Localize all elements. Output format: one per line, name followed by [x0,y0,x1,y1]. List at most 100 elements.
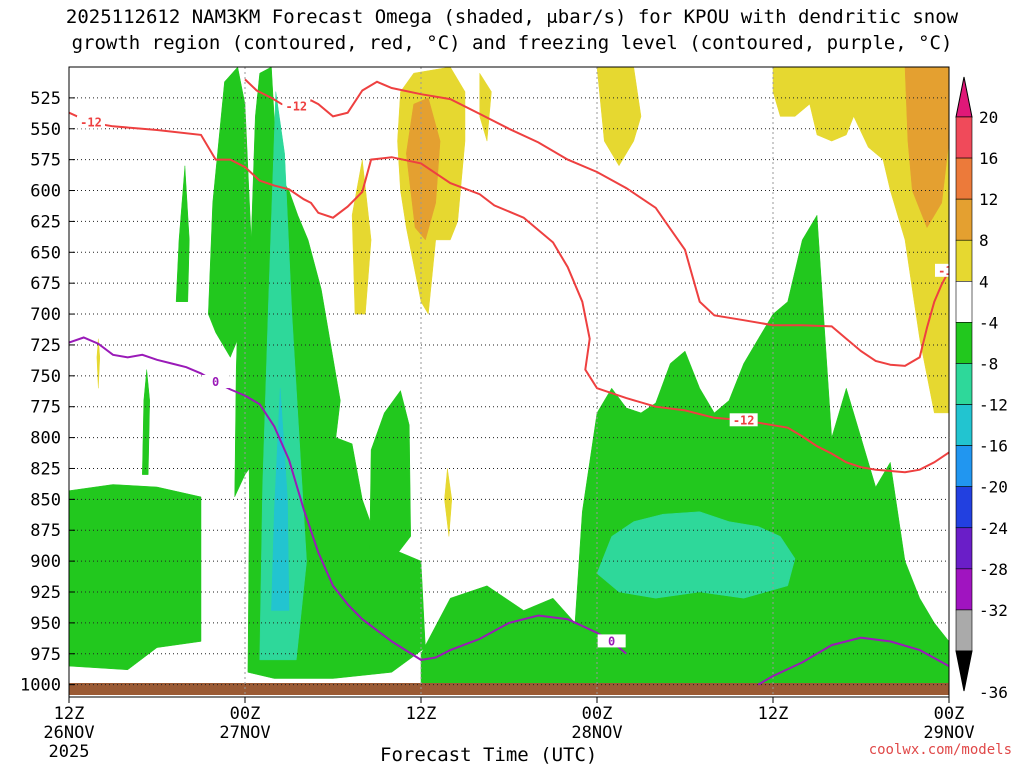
colorbar-label-11: -28 [979,560,1008,579]
y-tick-label-950: 950 [30,614,61,634]
dgz-contour-line-0 [69,111,949,474]
chart-title-line-2: growth region (contoured, red, °C) and f… [71,32,953,54]
y-tick-label-675: 675 [30,274,61,294]
dgz-contour-label-bg-1-0 [282,99,311,113]
plot-frame [68,66,950,698]
colorbar-bottom-arrow [955,650,973,692]
omega-yellow-top-d [596,67,642,167]
colorbar-bin-8 [955,445,973,487]
colorbar-bin-7 [955,404,973,446]
omega-cyan-core-a [271,388,290,611]
y-tick-label-575: 575 [30,151,61,171]
y-tick-label-750: 750 [30,367,61,387]
freezing-contour-label-bg-0-0 [201,375,230,388]
y-tick-label-900: 900 [30,552,61,572]
ground-layer [69,683,949,695]
colorbar-bin-5 [955,322,973,364]
y-tick-label-550: 550 [30,120,61,140]
y-tick-label-650: 650 [30,243,61,263]
colorbar-bin-12 [955,609,973,652]
y-tick-label-975: 975 [30,645,61,665]
colorbar-label-2: 12 [979,190,998,209]
colorbar-bin-11 [955,568,973,611]
colorbar-label-7: -12 [979,396,1008,415]
x-tick-label-12-0: 00Z [230,704,261,724]
y-axis-ticks: 525 550 575 600 625 650 675 700 725 750 775 800 825 8… [20,89,75,696]
freezing-contour-line-1 [757,636,949,686]
omega-teal-core-a [259,91,307,661]
y-tick-label-825: 825 [30,459,61,479]
y-tick-label-725: 725 [30,336,61,356]
x-axis-label: Forecast Time (UTC) [380,744,598,766]
dgz-contour-label-0-1: -12 [733,413,755,427]
chart-title-line-1: 2025112612 NAM3KM Forecast Omega (shaded… [65,6,959,28]
y-tick-label-800: 800 [30,429,61,449]
x-tick-label-0-0: 12Z [54,704,85,724]
dgz-contour-label-bg-0-0 [77,115,105,129]
y-tick-label-1000: 1000 [20,676,61,696]
y-tick-label-850: 850 [30,490,61,510]
colorbar-label-9: -20 [979,478,1008,497]
omega-green-blob-d [369,390,411,562]
omega-orange-a [406,97,441,241]
freezing-contour-label-0-0: 0 [212,375,219,389]
credit-text: coolwx.com/models [868,742,1012,758]
colorbar-label-6: -8 [979,354,998,373]
omega-green-band-e [420,214,949,685]
omega-teal-band-b [596,511,796,599]
x-tick-label-0-2: 2025 [49,742,90,762]
y-tick-label-625: 625 [30,212,61,232]
contour-lines: -12 -12 -12 -12 0 0 [69,78,960,686]
y-tick-label-775: 775 [30,398,61,418]
y-tick-label-700: 700 [30,305,61,325]
colorbar-label-4: 4 [979,272,989,291]
colorbar-top-arrow [955,76,973,118]
omega-green-spike-b [142,369,150,475]
colorbar-bin-2 [955,198,973,241]
dgz-contour-label-bg-0-1 [729,413,758,427]
omega-green-band-0 [69,484,202,671]
colorbar-label-5: -4 [979,313,998,332]
omega-shaded-regions [69,67,949,685]
colorbar-bin-1 [955,157,973,200]
x-tick-label-0-1: 26NOV [43,723,94,743]
x-tick-label-36-0: 00Z [582,704,613,724]
freezing-contour-label-0-1: 0 [608,634,615,648]
x-tick-label-60-0: 00Z [934,704,965,724]
colorbar-label-1: 16 [979,149,998,168]
dgz-contour-label-0-0: -12 [80,116,102,130]
colorbar-bin-10 [955,527,973,570]
x-tick-label-60-1: 29NOV [923,723,974,743]
colorbar-bin-9 [955,486,973,529]
x-tick-label-24-0: 12Z [406,704,437,724]
dgz-contour-line-1 [244,78,949,367]
y-tick-label-925: 925 [30,583,61,603]
y-tick-label-525: 525 [30,89,61,109]
omega-yellow-blob-g [444,468,453,537]
omega-orange-b [904,67,949,229]
y-tick-label-600: 600 [30,182,61,202]
colorbar-label-10: -24 [979,519,1008,538]
colorbar-bin-0 [955,116,973,159]
grid-lines [69,67,949,697]
colorbar-label-0: 20 [979,108,998,127]
omega-yellow-top-e [772,67,949,414]
colorbar: 20 16 12 8 4 -4 -8 -12 -16 -20 -24 -28 -32 -36 [955,76,1008,702]
x-tick-label-36-1: 28NOV [571,723,622,743]
omega-green-col-b [208,67,253,358]
freezing-contour-label-bg-0-1 [597,634,626,648]
x-tick-label-48-0: 12Z [758,704,789,724]
dgz-contour-label-1-1: -12 [938,264,960,278]
colorbar-label-13: -36 [979,683,1008,702]
x-tick-label-12-1: 27NOV [219,723,270,743]
colorbar-label-8: -16 [979,437,1008,456]
dgz-contour-label-1-0: -12 [285,100,307,114]
colorbar-label-12: -32 [979,601,1008,620]
colorbar-bin-3 [955,239,973,282]
dgz-contour-label-bg-1-1 [935,263,949,277]
omega-green-spike-a [175,165,190,302]
colorbar-bin-4 [955,281,973,323]
